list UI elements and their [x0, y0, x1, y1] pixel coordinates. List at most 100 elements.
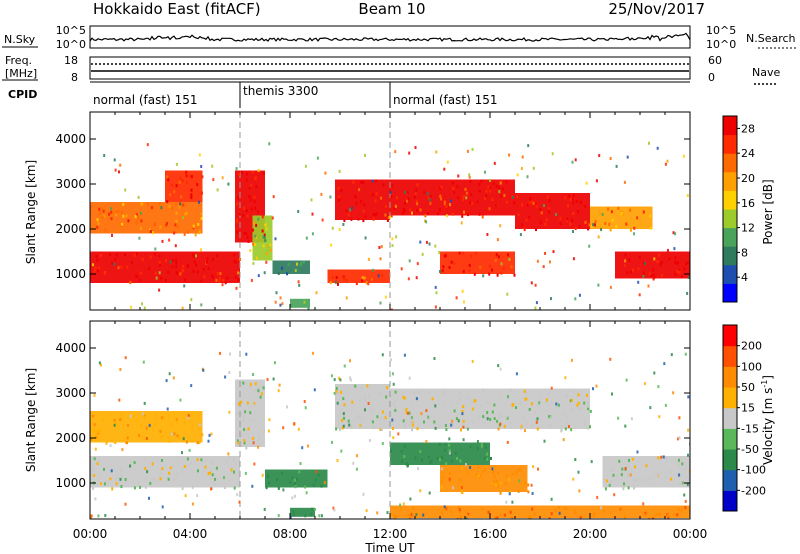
- heatmap-cell: [354, 195, 357, 199]
- heatmap-cell: [183, 232, 186, 236]
- heatmap-cell: [644, 262, 646, 265]
- heatmap-cell: [486, 417, 489, 421]
- heatmap-cell: [171, 207, 174, 210]
- heatmap-cell: [407, 197, 410, 201]
- heatmap-cell: [520, 167, 523, 170]
- heatmap-cell: [543, 204, 545, 208]
- heatmap-cell: [372, 426, 375, 430]
- heatmap-cell: [678, 436, 681, 440]
- heatmap-cell: [525, 421, 527, 425]
- heatmap-cell: [146, 143, 149, 147]
- heatmap-cell: [648, 272, 651, 276]
- heatmap-cell: [664, 162, 667, 166]
- heatmap-cell: [133, 486, 136, 490]
- heatmap-cell: [552, 250, 555, 254]
- heatmap-cell: [251, 228, 254, 232]
- heatmap-cell: [293, 513, 295, 517]
- heatmap-cell: [462, 425, 465, 429]
- heatmap-cell: [262, 235, 265, 239]
- heatmap-cell: [643, 382, 646, 386]
- heatmap-cell: [665, 476, 668, 479]
- heatmap-cell: [186, 263, 189, 267]
- heatmap-cell: [491, 467, 494, 471]
- heatmap-cell: [597, 283, 600, 287]
- heatmap-cell: [230, 466, 233, 470]
- heatmap-cell: [424, 214, 427, 218]
- heatmap-cell: [571, 197, 574, 201]
- heatmap-cell: [539, 208, 542, 211]
- heatmap-cell: [92, 414, 95, 418]
- heatmap-cell: [626, 155, 629, 159]
- heatmap-cell: [362, 219, 365, 223]
- heatmap-cell: [265, 252, 268, 256]
- heatmap-cell: [236, 218, 239, 222]
- heatmap-cell: [165, 259, 167, 263]
- heatmap-cell: [195, 263, 198, 267]
- heatmap-cell: [554, 509, 557, 512]
- heatmap-cell: [412, 507, 415, 511]
- heatmap-cell: [549, 260, 551, 264]
- heatmap-cell: [335, 276, 338, 279]
- heatmap-cell: [381, 274, 384, 278]
- heatmap-cell: [393, 515, 396, 519]
- heatmap-cell: [470, 254, 473, 258]
- heatmap-cell: [584, 220, 587, 224]
- heatmap-cell: [364, 399, 367, 402]
- heatmap-band: [390, 388, 590, 429]
- heatmap-cell: [417, 467, 420, 471]
- heatmap-cell: [608, 222, 611, 226]
- heatmap-cell: [237, 271, 240, 275]
- heatmap-cell: [263, 235, 266, 239]
- heatmap-cell: [234, 275, 237, 279]
- heatmap-cell: [499, 411, 502, 415]
- heatmap-cell: [93, 474, 96, 477]
- heatmap-cell: [416, 209, 419, 213]
- heatmap-cell: [652, 277, 655, 281]
- heatmap-cell: [263, 271, 266, 275]
- heatmap-cell: [98, 211, 101, 215]
- heatmap-cell: [175, 162, 178, 166]
- heatmap-cell: [311, 351, 314, 355]
- heatmap-cell: [564, 427, 567, 431]
- heatmap-cell: [434, 305, 437, 309]
- heatmap-cell: [138, 236, 141, 240]
- heatmap-cell: [491, 414, 494, 418]
- heatmap-cell: [115, 477, 118, 481]
- heatmap-cell: [489, 189, 492, 193]
- heatmap-cell: [211, 473, 214, 477]
- heatmap-cell: [648, 141, 650, 145]
- heatmap-cell: [114, 210, 117, 214]
- heatmap-cell: [102, 209, 105, 213]
- heatmap-cell: [298, 283, 301, 287]
- colorbar-cell: [723, 227, 737, 247]
- heatmap-cell: [491, 198, 494, 201]
- heatmap-cell: [251, 170, 254, 174]
- heatmap-cell: [351, 384, 354, 387]
- heatmap-cell: [630, 417, 633, 421]
- heatmap-cell: [627, 258, 630, 262]
- heatmap-cell: [257, 274, 260, 278]
- heatmap-cell: [362, 492, 365, 496]
- heatmap-cell: [392, 427, 394, 430]
- heatmap-cell: [332, 506, 335, 510]
- heatmap-cell: [433, 414, 436, 418]
- heatmap-cell: [121, 474, 123, 477]
- heatmap-cell: [208, 433, 211, 437]
- heatmap-cell: [249, 249, 252, 252]
- heatmap-cell: [586, 404, 589, 408]
- heatmap-cell: [338, 195, 341, 199]
- heatmap-cell: [266, 378, 269, 381]
- heatmap-cell: [200, 165, 203, 168]
- heatmap-cell: [361, 419, 364, 423]
- heatmap-cell: [578, 293, 581, 297]
- heatmap-cell: [622, 212, 625, 216]
- heatmap-cell: [172, 465, 175, 469]
- heatmap-cell: [438, 251, 441, 254]
- heatmap-cell: [607, 207, 610, 211]
- heatmap-cell: [523, 429, 526, 433]
- heatmap-cell: [440, 197, 443, 201]
- heatmap-cell: [499, 481, 502, 485]
- heatmap-cell: [252, 261, 255, 265]
- heatmap-cell: [160, 434, 163, 438]
- heatmap-cell: [126, 265, 129, 269]
